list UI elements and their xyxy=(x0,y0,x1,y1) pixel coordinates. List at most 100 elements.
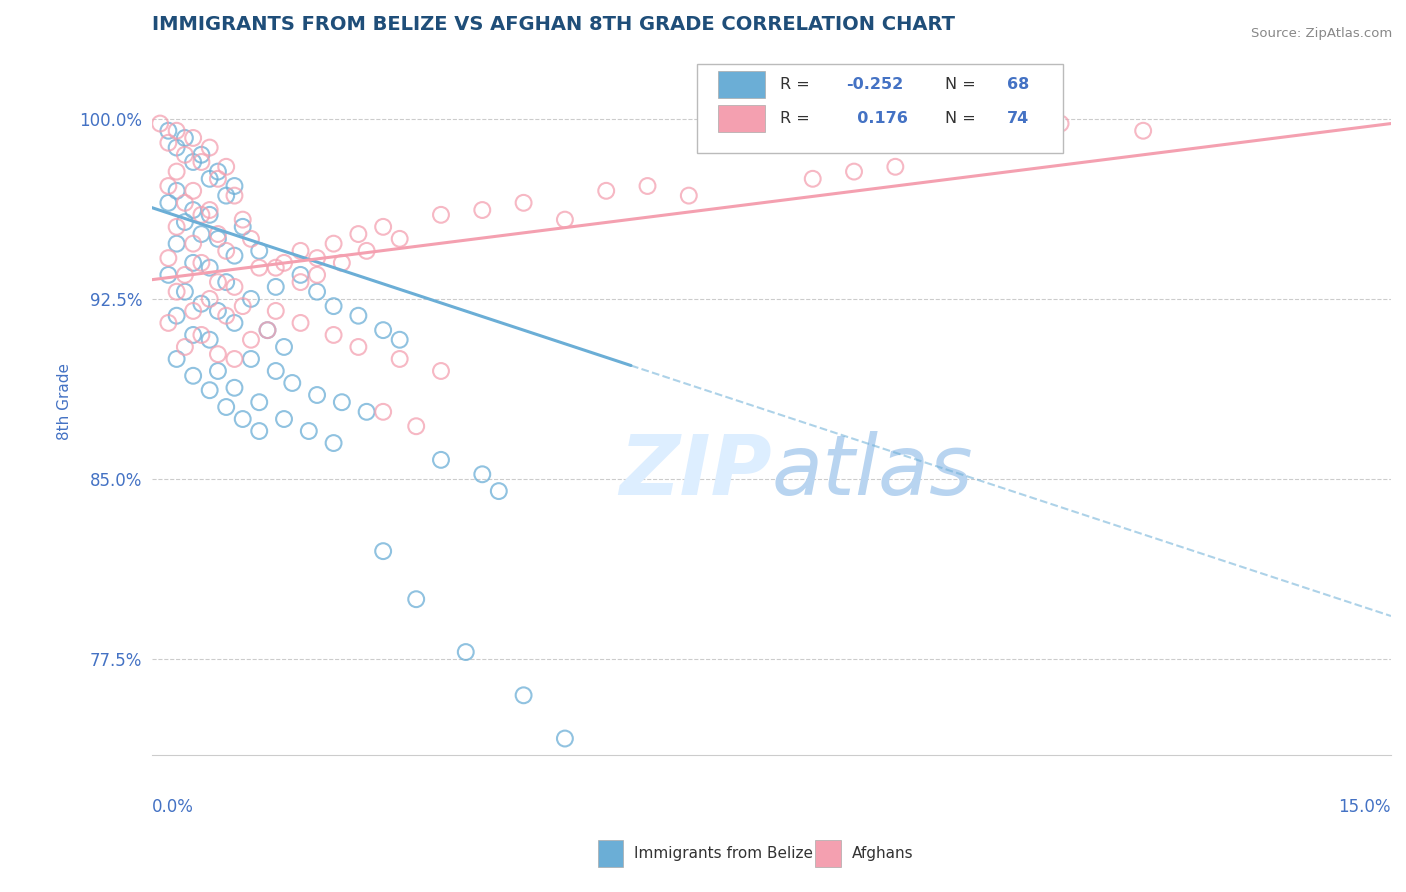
Point xyxy=(207,364,229,378)
Point xyxy=(471,202,494,217)
Point xyxy=(166,124,188,138)
Point xyxy=(190,208,212,222)
Text: N =: N = xyxy=(945,111,981,126)
Y-axis label: 8th Grade: 8th Grade xyxy=(58,362,72,440)
Point xyxy=(174,215,197,229)
Point xyxy=(273,340,295,354)
Point xyxy=(157,316,180,330)
Point xyxy=(166,309,188,323)
Point xyxy=(430,453,453,467)
Point xyxy=(388,351,411,366)
Point xyxy=(232,219,254,234)
Point xyxy=(373,544,395,558)
Point xyxy=(264,260,287,275)
Point xyxy=(637,179,659,194)
Point xyxy=(157,179,180,194)
Point xyxy=(198,333,221,347)
Point xyxy=(224,351,246,366)
Point xyxy=(224,280,246,294)
Point xyxy=(1049,116,1071,130)
Point xyxy=(256,323,278,337)
Point xyxy=(174,268,197,282)
Point xyxy=(554,212,576,227)
Point xyxy=(166,236,188,251)
Point xyxy=(157,268,180,282)
Point xyxy=(512,688,534,702)
Point xyxy=(388,333,411,347)
Point xyxy=(215,275,238,289)
Point xyxy=(198,202,221,217)
Point xyxy=(307,388,329,402)
Point xyxy=(215,244,238,258)
Point xyxy=(207,171,229,186)
Text: 15.0%: 15.0% xyxy=(1339,797,1391,816)
Point xyxy=(264,364,287,378)
Point xyxy=(373,323,395,337)
Point xyxy=(430,364,453,378)
Point xyxy=(190,327,212,342)
Point xyxy=(232,412,254,426)
Point xyxy=(842,164,865,178)
Point xyxy=(554,731,576,746)
Point xyxy=(174,195,197,210)
Point xyxy=(215,160,238,174)
Point xyxy=(247,260,270,275)
Point xyxy=(166,219,188,234)
Point xyxy=(356,405,378,419)
Point xyxy=(198,208,221,222)
Point xyxy=(207,232,229,246)
Point xyxy=(181,202,204,217)
Point xyxy=(174,131,197,145)
Point xyxy=(678,188,700,202)
Point xyxy=(181,304,204,318)
Point xyxy=(281,376,304,390)
Point xyxy=(347,227,370,241)
Point xyxy=(174,340,197,354)
Point xyxy=(405,419,427,434)
Point xyxy=(207,304,229,318)
Point xyxy=(373,405,395,419)
Text: R =: R = xyxy=(780,78,815,93)
Point xyxy=(190,227,212,241)
Point xyxy=(190,148,212,162)
Point xyxy=(198,292,221,306)
Text: Immigrants from Belize: Immigrants from Belize xyxy=(634,847,813,861)
Point xyxy=(190,296,212,310)
Point xyxy=(166,164,188,178)
Point xyxy=(347,309,370,323)
Point xyxy=(215,309,238,323)
Point xyxy=(157,195,180,210)
Point xyxy=(198,383,221,397)
Point xyxy=(198,140,221,154)
Point xyxy=(330,256,353,270)
Point xyxy=(240,333,263,347)
Point xyxy=(273,256,295,270)
Text: 0.176: 0.176 xyxy=(846,111,908,126)
Text: IMMIGRANTS FROM BELIZE VS AFGHAN 8TH GRADE CORRELATION CHART: IMMIGRANTS FROM BELIZE VS AFGHAN 8TH GRA… xyxy=(152,15,955,34)
Point xyxy=(174,148,197,162)
Point xyxy=(224,179,246,194)
Point xyxy=(290,316,312,330)
Point xyxy=(290,268,312,282)
Point xyxy=(454,645,477,659)
Point xyxy=(307,251,329,265)
Point xyxy=(198,171,221,186)
Point xyxy=(166,285,188,299)
Bar xyxy=(718,104,765,132)
Point xyxy=(247,424,270,438)
Point xyxy=(224,249,246,263)
Point xyxy=(174,285,197,299)
Text: N =: N = xyxy=(945,78,981,93)
Point xyxy=(240,292,263,306)
Point xyxy=(264,304,287,318)
Point xyxy=(157,124,180,138)
Point xyxy=(157,251,180,265)
FancyBboxPatch shape xyxy=(697,64,1063,153)
Point xyxy=(181,256,204,270)
Point xyxy=(290,244,312,258)
Point xyxy=(215,188,238,202)
Text: atlas: atlas xyxy=(772,432,973,512)
Point xyxy=(224,316,246,330)
Point xyxy=(388,232,411,246)
Point xyxy=(149,116,172,130)
